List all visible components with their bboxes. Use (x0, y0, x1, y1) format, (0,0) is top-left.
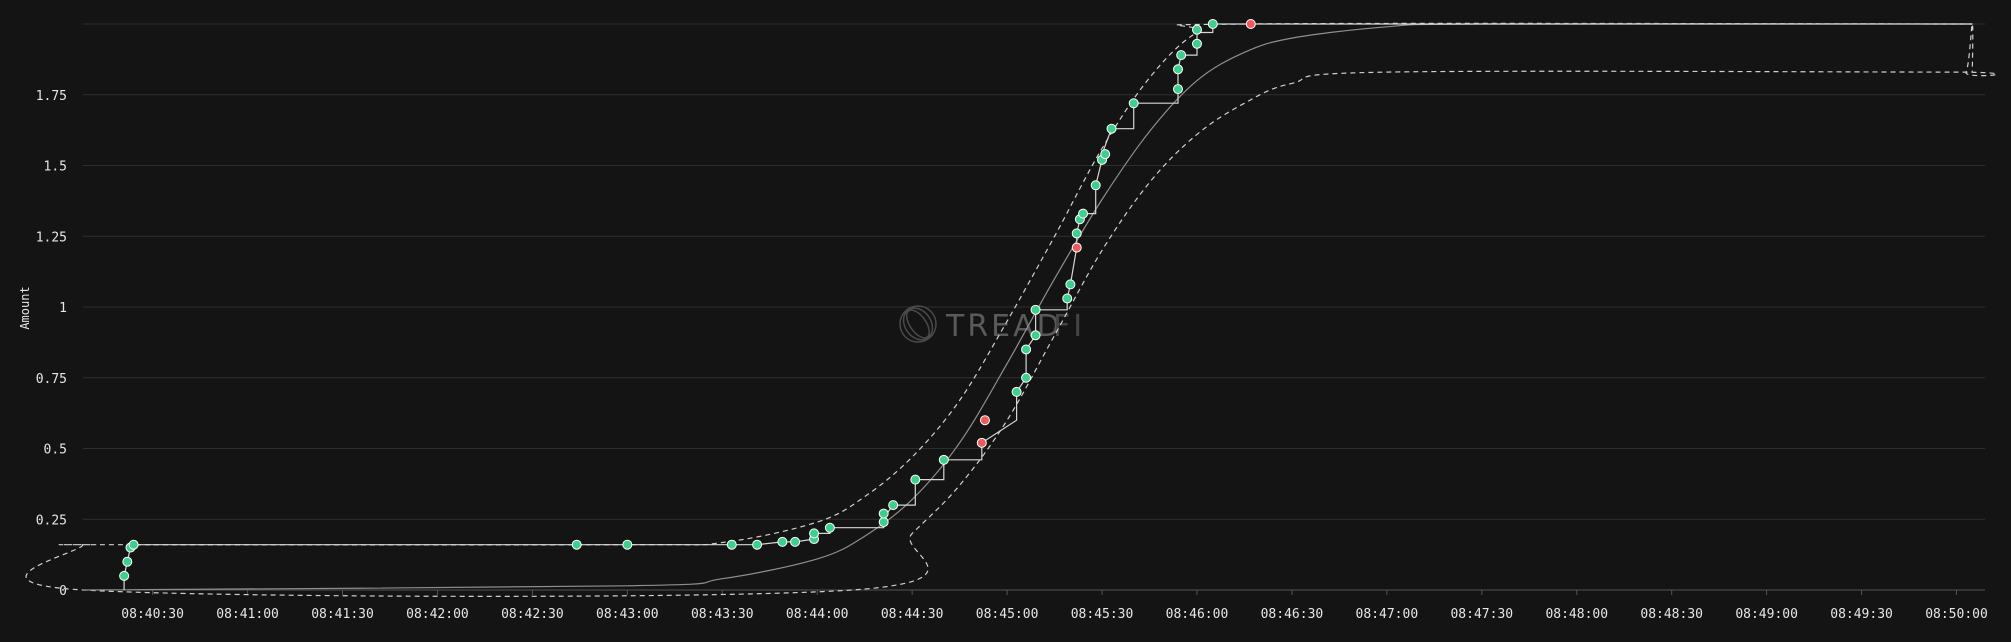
fill-point (726, 539, 737, 550)
watermark-logo-icon (899, 305, 937, 343)
fill-point (1191, 24, 1202, 35)
fill-point (1172, 84, 1183, 95)
cancel-point (979, 415, 990, 426)
fill-point (1021, 344, 1032, 355)
y-tick-label: 0.75 (36, 372, 67, 387)
x-tick-label: 08:47:30 (1450, 607, 1513, 622)
x-tick-label: 08:49:00 (1735, 607, 1798, 622)
fill-point (1065, 279, 1076, 290)
fill-point (1071, 228, 1082, 239)
fill-point (888, 500, 899, 511)
x-tick-label: 08:50:00 (1925, 607, 1988, 622)
watermark: TREAD FI (899, 305, 1085, 344)
fill-point (1030, 304, 1041, 315)
cancel-point (1245, 19, 1256, 29)
x-tick-label: 08:48:30 (1640, 607, 1703, 622)
fill-point (1100, 149, 1111, 160)
expected-curve-line (82, 23, 1973, 591)
x-tick-label: 08:48:00 (1545, 607, 1608, 622)
fill-point (1021, 372, 1032, 383)
x-tick-label: 08:43:00 (596, 607, 659, 622)
y-tick-label: 1.25 (36, 230, 67, 245)
y-tick-label: 0 (59, 584, 67, 599)
x-tick-label: 08:46:00 (1166, 607, 1229, 622)
fill-point (119, 570, 130, 581)
fill-point (1191, 38, 1202, 49)
x-tick-label: 08:47:00 (1356, 607, 1419, 622)
x-tick-label: 08:42:00 (406, 607, 469, 622)
fill-point (1207, 19, 1218, 29)
x-tick-label: 08:40:30 (121, 607, 184, 622)
x-axis-ticks: 08:40:30 08:41:00 08:41:30 08:42:00 08:42:30… (121, 590, 1988, 622)
fill-point (1090, 180, 1101, 191)
fill-point (752, 539, 763, 550)
x-tick-label: 08:41:00 (216, 607, 279, 622)
x-tick-label: 08:43:30 (691, 607, 754, 622)
x-tick-label: 08:49:30 (1830, 607, 1893, 622)
grid-lines (83, 23, 1985, 591)
fill-point (809, 528, 820, 539)
x-tick-label: 08:41:30 (311, 607, 374, 622)
y-axis-label: Amount (18, 286, 32, 329)
x-tick-label: 08:46:30 (1261, 607, 1324, 622)
fill-point (1176, 50, 1187, 61)
x-tick-label: 08:45:30 (1071, 607, 1134, 622)
fill-point (1030, 330, 1041, 341)
fill-point (1062, 293, 1073, 304)
lower-bound-line (25, 23, 1998, 597)
y-axis-ticks: 0 0.25 0.5 0.75 1 1.25 1.5 1.75 (36, 89, 67, 599)
fill-point (1078, 208, 1089, 219)
fill-point (777, 536, 788, 547)
fill-point (878, 517, 889, 528)
fill-point (1172, 64, 1183, 75)
fill-point (122, 556, 133, 567)
fill-point (571, 539, 582, 550)
fill-point (128, 539, 139, 550)
fill-point (1128, 98, 1139, 109)
chart-markers (119, 19, 1256, 581)
cancel-point (976, 437, 987, 448)
fill-point (878, 508, 889, 519)
y-tick-label: 1.75 (36, 89, 67, 104)
watermark-suffix: FI (1053, 309, 1085, 344)
watermark-text: TREAD (945, 309, 1063, 344)
x-tick-label: 08:42:30 (501, 607, 564, 622)
fill-point (910, 474, 921, 485)
x-tick-label: 08:45:00 (976, 607, 1039, 622)
x-tick-label: 08:44:30 (881, 607, 944, 622)
fill-point (824, 522, 835, 533)
fill-point (938, 454, 949, 465)
y-tick-label: 0.5 (44, 443, 67, 458)
fill-point (1106, 123, 1117, 134)
y-tick-label: 0.25 (36, 513, 67, 528)
cancel-point (1071, 242, 1082, 253)
fill-point (1011, 386, 1022, 397)
upper-bound-line (58, 22, 1973, 546)
x-tick-label: 08:44:00 (786, 607, 849, 622)
y-tick-label: 1 (59, 301, 67, 316)
fill-point (622, 539, 633, 550)
y-tick-label: 1.5 (44, 160, 67, 175)
fill-point (790, 536, 801, 547)
